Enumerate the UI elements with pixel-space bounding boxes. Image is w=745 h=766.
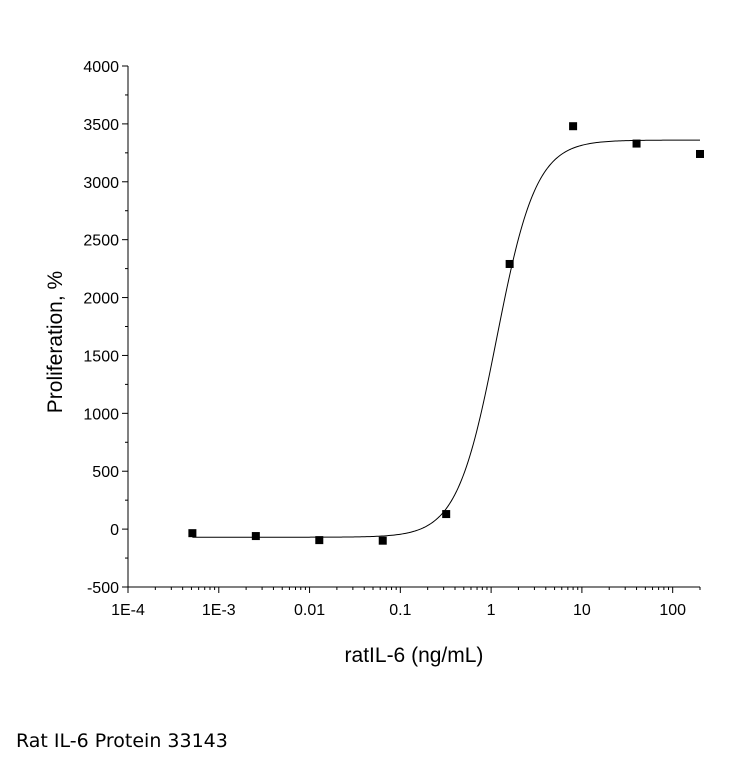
x-axis-title: ratIL-6 (ng/mL) xyxy=(345,644,484,667)
x-axis: 1E-4 1E-3 0.01 0.1 1 10 100 xyxy=(111,586,701,619)
y-tick-label: 1000 xyxy=(83,406,119,423)
y-tick-label: 4000 xyxy=(83,59,119,76)
data-point xyxy=(315,536,324,545)
y-tick-label: 2500 xyxy=(83,233,119,250)
y-axis-title: Proliferation, % xyxy=(44,271,67,413)
y-tick-label: 2000 xyxy=(83,291,119,308)
data-points xyxy=(188,122,704,545)
y-tick-label: -500 xyxy=(87,580,119,597)
figure-caption: Rat IL-6 Protein 33143 xyxy=(16,730,228,752)
data-point xyxy=(632,139,641,148)
y-tick-label: 1500 xyxy=(83,348,119,365)
x-tick-label: 1 xyxy=(487,602,496,619)
data-point xyxy=(378,536,387,545)
data-point xyxy=(569,122,578,131)
data-point xyxy=(251,532,260,541)
y-tick-label: 3000 xyxy=(83,175,119,192)
fit-curve xyxy=(192,139,700,538)
x-tick-label: 0.01 xyxy=(294,602,325,619)
data-point xyxy=(505,259,514,268)
data-point xyxy=(696,149,704,158)
data-point xyxy=(188,529,197,538)
x-tick-label: 1E-3 xyxy=(202,602,236,619)
x-tick-label: 100 xyxy=(659,602,686,619)
x-tick-label: 1E-4 xyxy=(111,602,145,619)
y-axis: -500 0 500 1000 1500 2000 2500 3000 3500 4000 xyxy=(83,59,129,597)
x-tick-label: 10 xyxy=(573,602,591,619)
x-tick-label: 0.1 xyxy=(389,602,411,619)
data-point xyxy=(442,510,451,519)
y-tick-label: 500 xyxy=(92,464,119,481)
y-tick-label: 0 xyxy=(110,522,119,539)
y-tick-label: 3500 xyxy=(83,117,119,134)
